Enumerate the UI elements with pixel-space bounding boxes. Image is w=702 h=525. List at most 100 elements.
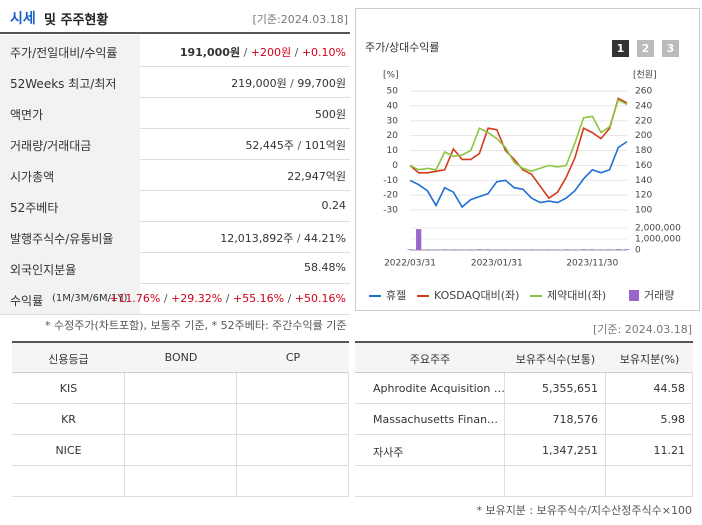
button-label: 3 bbox=[667, 42, 675, 55]
header: 보유지분(%) bbox=[619, 353, 680, 366]
value-part: +29.32% bbox=[171, 292, 223, 305]
cell bbox=[505, 404, 606, 435]
separator: / bbox=[291, 46, 302, 59]
value-part: +0.10% bbox=[301, 46, 346, 59]
button-label: 1 bbox=[617, 42, 625, 55]
x-tick-label: 2023/01/31 bbox=[471, 259, 523, 269]
label: 52Weeks 최고/최저 bbox=[10, 77, 117, 91]
separator: / bbox=[293, 232, 305, 245]
cell-text: 5.98 bbox=[660, 413, 686, 426]
volume-bar bbox=[407, 249, 413, 250]
cell-text: 자사주 bbox=[373, 446, 404, 459]
table-top bbox=[355, 341, 693, 343]
y-tick-label: 40 bbox=[387, 101, 399, 111]
value-part: 12,013,892주 bbox=[220, 232, 294, 245]
volume-bar bbox=[607, 249, 613, 250]
y2-tick-label: 160 bbox=[635, 161, 652, 171]
row-line bbox=[140, 159, 350, 191]
cell bbox=[12, 466, 125, 497]
value: 191,000원 / +200원 / +0.10% bbox=[180, 44, 346, 60]
volume-bar bbox=[416, 229, 422, 250]
y-tick-label: -10 bbox=[383, 176, 398, 186]
y2-tick-label: 240 bbox=[635, 101, 652, 111]
value: 12,013,892주 / 44.21% bbox=[220, 230, 346, 246]
cell-text: 1,347,251 bbox=[542, 444, 598, 457]
y2-tick-label: 220 bbox=[635, 116, 652, 126]
volume-tick-label: 0 bbox=[635, 246, 641, 256]
label: 주가/전일대비/수익률 bbox=[10, 46, 118, 60]
value-part: 52,445주 bbox=[245, 139, 295, 152]
cell-text: Massachusetts Finan… bbox=[373, 413, 499, 426]
value-part: +11.76% bbox=[109, 292, 161, 305]
legend-swatch bbox=[629, 290, 639, 301]
header-cell bbox=[12, 343, 125, 373]
header: 주요주주 bbox=[409, 353, 451, 366]
value-part: 22,947억원 bbox=[287, 170, 346, 183]
button-label: 2 bbox=[642, 42, 650, 55]
label: 시가총액 bbox=[10, 170, 55, 184]
row-label bbox=[0, 221, 140, 253]
row-line bbox=[140, 221, 350, 253]
label: 발행주식수/유통비율 bbox=[10, 232, 114, 246]
label: 외국인지분율 bbox=[10, 263, 77, 277]
cell bbox=[355, 373, 505, 404]
cell bbox=[355, 404, 505, 435]
label: 거래량/거래대금 bbox=[10, 139, 92, 153]
header: BOND bbox=[164, 351, 198, 364]
label: 액면가 bbox=[10, 108, 44, 122]
row-line bbox=[140, 252, 350, 284]
volume-tick-label: 1,000,000 bbox=[635, 235, 681, 245]
legend-label: 휴젤 bbox=[386, 289, 406, 302]
cell-text: KIS bbox=[59, 382, 78, 395]
y-tick-label: 10 bbox=[387, 146, 399, 156]
header-cell bbox=[505, 343, 606, 373]
value-part: 219,000원 bbox=[231, 77, 287, 90]
button[interactable] bbox=[612, 40, 629, 57]
separator: / bbox=[286, 77, 298, 90]
value: 219,000원 / 99,700원 bbox=[231, 75, 346, 91]
row-line bbox=[140, 35, 350, 67]
cell bbox=[125, 404, 237, 435]
chart-title: 주가/상대수익률 bbox=[365, 41, 440, 54]
cell bbox=[12, 373, 125, 404]
cell bbox=[237, 404, 349, 435]
volume-bar bbox=[624, 249, 630, 250]
cell bbox=[505, 466, 606, 497]
cell-text: NICE bbox=[55, 444, 82, 457]
title-highlight: 시세 bbox=[10, 11, 36, 27]
y-tick-label: 20 bbox=[387, 131, 399, 141]
cell bbox=[606, 373, 693, 404]
cell bbox=[355, 466, 505, 497]
value-part: 191,000원 bbox=[179, 46, 241, 59]
y2-tick-label: 100 bbox=[635, 206, 652, 216]
cell bbox=[125, 373, 237, 404]
volume-bar bbox=[615, 249, 621, 250]
value: 22,947억원 bbox=[287, 168, 346, 184]
title: 및 주주현황 bbox=[44, 13, 109, 28]
cell bbox=[12, 404, 125, 435]
value-part: +55.16% bbox=[232, 292, 285, 305]
button[interactable] bbox=[662, 40, 679, 57]
series-line bbox=[409, 98, 628, 173]
chart: 주가/상대수익률 1 2 3 [%] [천원] -30 -20 -10 0 10 20 30 40 50 10… bbox=[365, 40, 681, 302]
value: +11.76% / +29.32% / +55.16% / +50.16% bbox=[109, 292, 346, 305]
row-line bbox=[140, 283, 350, 315]
axis-label: [천원] bbox=[633, 70, 657, 81]
y2-tick-label: 200 bbox=[635, 131, 652, 141]
separator: / bbox=[240, 46, 251, 59]
volume-bar bbox=[563, 249, 569, 250]
cell bbox=[237, 466, 349, 497]
value: 58.48% bbox=[304, 261, 346, 274]
chart-panel bbox=[355, 8, 700, 311]
legend-label: 제약대비(좌) bbox=[547, 288, 606, 302]
value-part: +50.16% bbox=[294, 292, 346, 305]
cell-text: 11.21 bbox=[653, 444, 686, 457]
volume-bar bbox=[580, 249, 587, 250]
button[interactable] bbox=[637, 40, 654, 57]
label: 수익률 bbox=[10, 294, 44, 308]
row-line bbox=[140, 97, 350, 129]
cell bbox=[505, 373, 606, 404]
value: 52,445주 / 101억원 bbox=[245, 137, 346, 153]
sublabel: (1M/3M/6M/1Y) bbox=[52, 293, 128, 304]
